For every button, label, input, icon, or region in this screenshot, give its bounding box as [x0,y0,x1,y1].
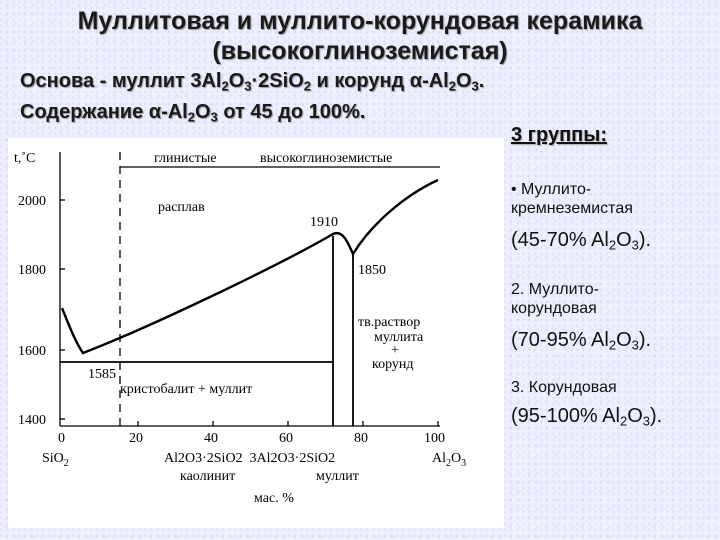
x-name-kaolinite: каолинит [180,469,235,484]
group-3-range: (95-100% Al2O3). [511,405,663,429]
x-tick-20: 20 [129,431,143,446]
group-2-range: (70-95% Al2O3). [511,329,652,353]
region-cristobalite-mullite-label: кристобалит + муллит [120,382,252,397]
groups-title: 3 группы: [511,124,607,146]
solid-solution-line3: + [391,343,399,358]
x-tick-80: 80 [354,431,368,446]
y-axis-label: t,˚C [14,151,35,166]
x-formula-sio2: SiO2 [42,451,69,469]
x-tick-100: 100 [424,431,445,446]
title-line-2: (высокоглиноземистая) [212,37,508,65]
intro-line-2: Содержание α-Al2O3 от 45 до 100%. [20,101,366,125]
x-formula-mullite: Al2O3·2SiO2 3Al2O3·2SiO2 [164,451,335,466]
solid-solution-line4: корунд [372,357,414,372]
group-3-label: 3. Корундовая [511,379,617,396]
intro-line-1: Основа - муллит 3Al2O3·2SiO2 и корунд α-… [20,70,485,94]
region-clay-label: глинистые [154,151,216,166]
x-tick-40: 40 [204,431,218,446]
region-melt-label: расплав [158,200,205,215]
phase-diagram: t,˚C 2000 1800 1600 1400 0 20 40 60 80 1… [8,138,504,528]
title-line-1: Муллитовая и муллито-корундовая керамика [77,7,643,35]
x-tick-0: 0 [58,431,65,446]
solid-solution-line1: тв.раствор [358,315,420,330]
solid-solution-line2: муллита [374,330,424,345]
phase-diagram-svg: t,˚C 2000 1800 1600 1400 0 20 40 60 80 1… [14,151,466,506]
intro-text: Основа - муллит 3Al2O3·2SiO2 и корунд α-… [20,68,484,131]
y-tick-1400: 1400 [18,413,46,428]
slide-title: Муллитовая и муллито-корундовая керамика… [0,6,720,66]
x-name-mullite: муллит [316,469,359,484]
y-tick-1600: 1600 [18,344,46,359]
group-1-range: (45-70% Al2O3). [511,229,652,253]
x-axis-unit: мас. % [254,491,294,506]
liquidus-curve [60,178,439,355]
temp-1585-label: 1585 [88,367,116,382]
y-tick-2000: 2000 [18,194,46,209]
y-tick-1800: 1800 [18,263,46,278]
group-2-label: 2. Муллито- корундовая [511,281,599,317]
x-formula-al2o3: Al2O3 [432,451,466,469]
group-1-label: • Муллито- кремнеземистая [511,181,633,217]
temp-1850-label: 1850 [358,263,386,278]
x-tick-60: 60 [279,431,293,446]
region-high-alumina-label: высокоглиноземистые [260,151,392,166]
temp-1910-label: 1910 [310,215,338,230]
